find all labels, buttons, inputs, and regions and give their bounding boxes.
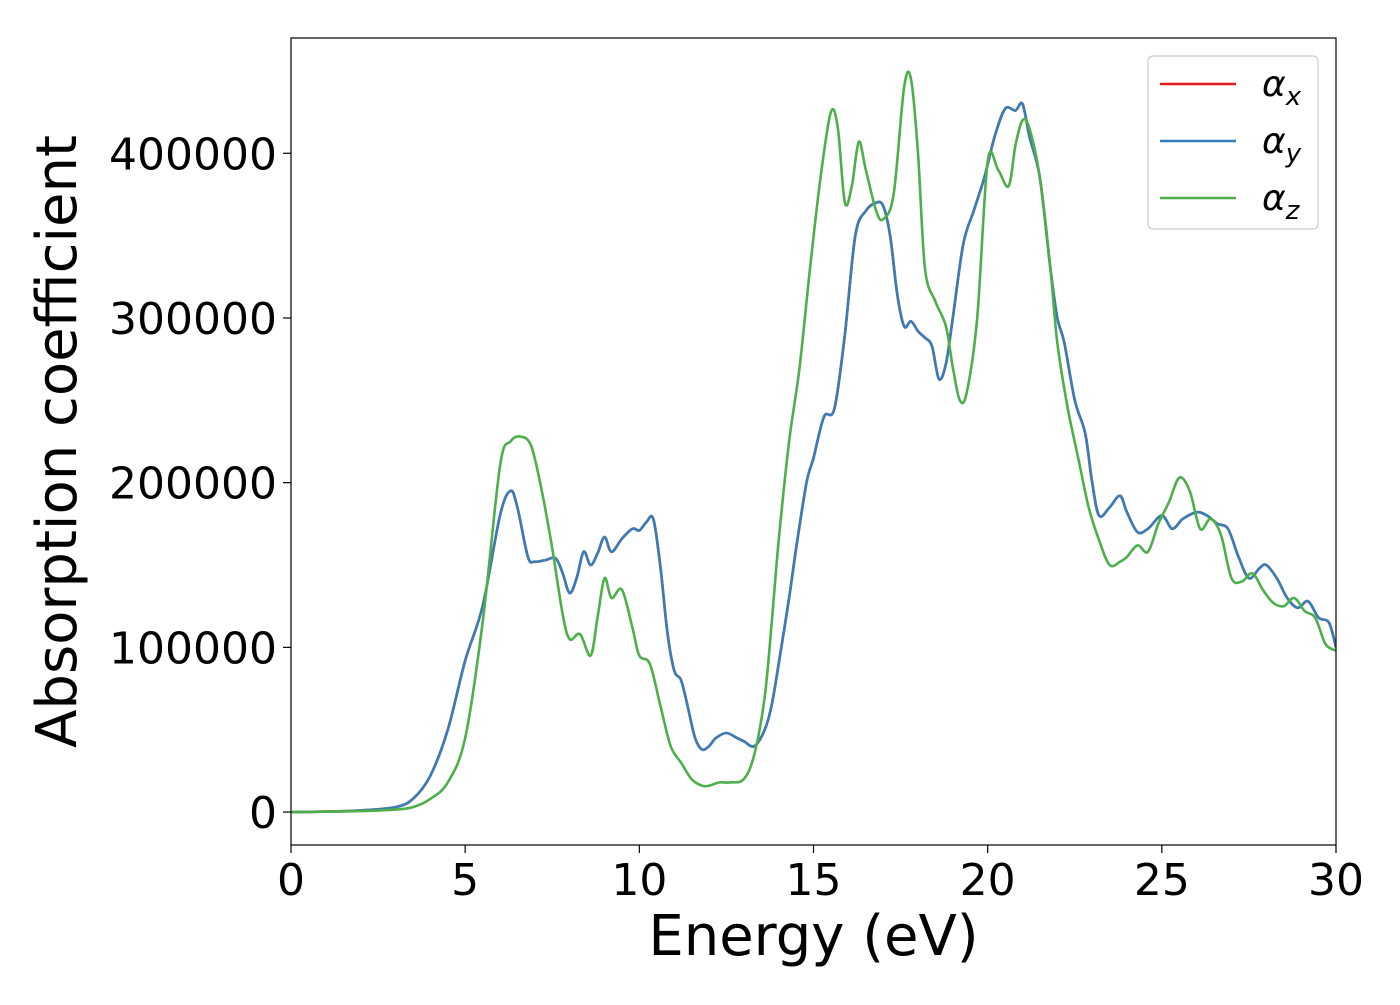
y-axis-label: Absorption coefficient: [25, 135, 90, 748]
legend-items: αx αy αz: [1160, 64, 1302, 226]
legend-label-z: αz: [1262, 178, 1301, 226]
x-tick-label: 20: [960, 855, 1016, 906]
x-tick-label: 0: [277, 855, 305, 906]
series-layer: [291, 70, 1336, 814]
x-tick-label: 10: [611, 855, 667, 906]
x-axis-label: Energy (eV): [648, 904, 978, 969]
y-tick-label: 0: [249, 788, 277, 839]
y-tick-label: 300000: [109, 294, 277, 345]
legend-box: [1147, 55, 1319, 230]
x-tick-label: 30: [1308, 855, 1364, 906]
legend-label-x: αx: [1262, 64, 1302, 112]
x-axis-ticks: 0 5 10 15 20 25 30: [277, 845, 1364, 906]
y-tick-label: 400000: [109, 129, 277, 180]
y-tick-label: 100000: [109, 623, 277, 674]
y-axis-ticks: 0 100000 200000 300000 400000: [109, 129, 291, 839]
y-tick-label: 200000: [109, 459, 277, 510]
x-tick-label: 15: [786, 855, 842, 906]
x-tick-label: 5: [451, 855, 479, 906]
legend-label-y: αy: [1262, 121, 1302, 169]
series-line-y: [291, 101, 1336, 814]
legend: αx αy αz: [1147, 55, 1319, 230]
series-line-z: [291, 70, 1336, 814]
x-tick-label: 25: [1134, 855, 1190, 906]
